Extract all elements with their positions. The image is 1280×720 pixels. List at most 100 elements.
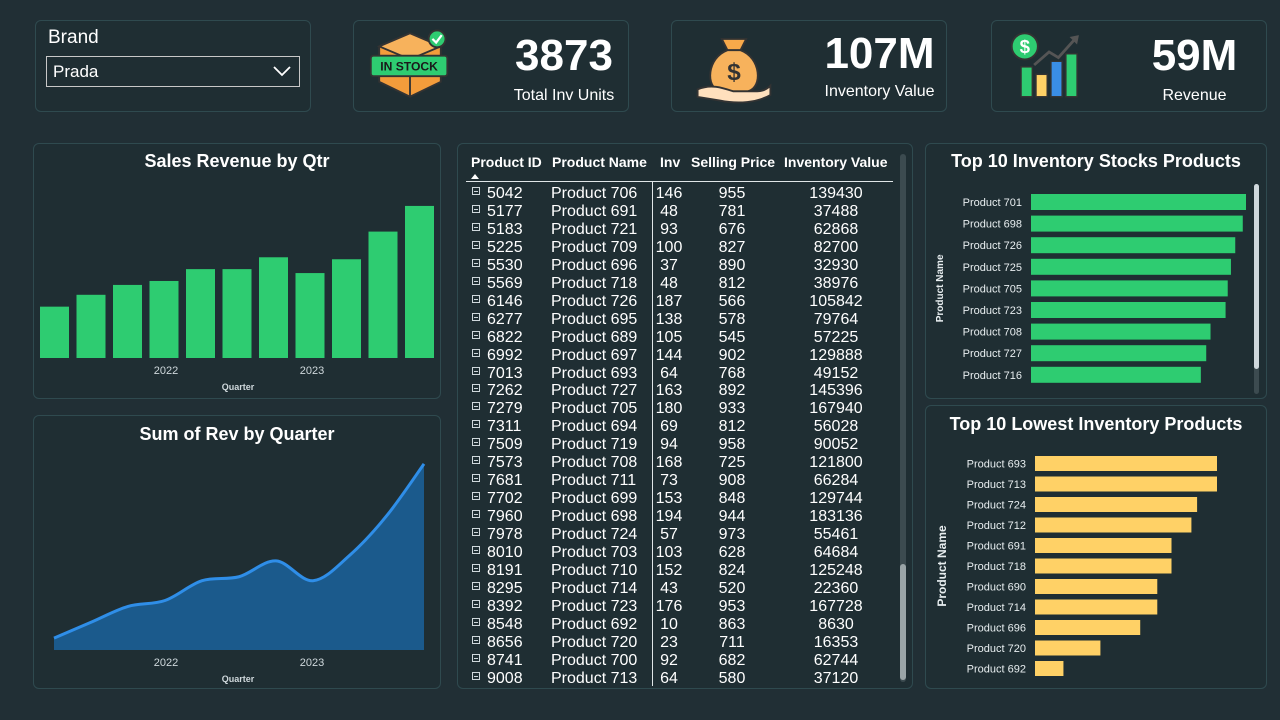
table-cell: 958	[718, 436, 746, 454]
table-row[interactable]: 7702 Product 699 153 848 129744	[458, 489, 898, 507]
table-cell: Product 693	[551, 364, 638, 382]
table-row[interactable]: 6992 Product 697 144 902 129888	[458, 346, 898, 364]
expand-collapse-icon[interactable]	[472, 474, 480, 483]
table-cell: 711	[719, 633, 745, 651]
table-scrollbar-thumb[interactable]	[900, 564, 906, 680]
category-label: Product 720	[967, 643, 1026, 655]
expand-collapse-icon[interactable]	[472, 204, 480, 213]
expand-collapse-icon[interactable]	[472, 653, 480, 662]
chart-title: Top 10 Inventory Stocks Products	[951, 151, 1241, 171]
bar	[1035, 476, 1217, 492]
table-cell: 6146	[487, 292, 523, 310]
kpi-value: 59M	[1151, 31, 1238, 80]
bar	[1035, 620, 1141, 635]
top-10-inventory-stocks-chart: Top 10 Inventory Stocks Products Product…	[925, 143, 1267, 399]
expand-collapse-icon[interactable]	[472, 366, 480, 375]
table-scrollbar[interactable]	[900, 154, 906, 682]
table-cell: Product 696	[551, 256, 638, 274]
expand-collapse-icon[interactable]	[472, 258, 480, 267]
column-header[interactable]: Inv	[660, 154, 681, 170]
bar	[1031, 302, 1226, 318]
table-row[interactable]: 7311 Product 694 69 812 56028	[458, 417, 898, 435]
expand-collapse-icon[interactable]	[472, 456, 480, 465]
column-header[interactable]: Inventory Value	[784, 154, 888, 170]
table-row[interactable]: 8656 Product 720 23 711 16353	[458, 633, 898, 651]
expand-collapse-icon[interactable]	[472, 635, 480, 644]
table-row[interactable]: 8010 Product 703 103 628 64684	[458, 543, 898, 561]
chart-scrollbar-thumb[interactable]	[1254, 184, 1259, 369]
table-row[interactable]: 9008 Product 713 64 580 37120	[458, 669, 898, 687]
expand-collapse-icon[interactable]	[472, 276, 480, 285]
table-cell: 902	[718, 346, 746, 364]
expand-collapse-icon[interactable]	[472, 510, 480, 519]
expand-collapse-icon[interactable]	[472, 240, 480, 249]
expand-collapse-icon[interactable]	[472, 546, 480, 554]
expand-collapse-icon[interactable]	[472, 528, 480, 537]
lowest-inventory-bar-plot: Product 693 Product 713 Product 724 Product…	[935, 456, 1217, 676]
expand-collapse-icon[interactable]	[472, 348, 480, 357]
table-row[interactable]: 7978 Product 724 57 973 55461	[458, 525, 898, 543]
table-cell: Product 709	[551, 238, 638, 256]
bar-chart-plot: 2022 2023 Quarter	[40, 205, 434, 392]
expand-collapse-icon[interactable]	[472, 438, 480, 447]
table-cell: 768	[718, 364, 746, 382]
column-header[interactable]: Product Name	[552, 154, 647, 170]
table-row[interactable]: 7509 Product 719 94 958 90052	[458, 435, 898, 453]
table-cell: 8295	[487, 579, 523, 597]
expand-collapse-icon[interactable]	[472, 222, 480, 231]
expand-collapse-icon[interactable]	[472, 312, 480, 321]
brand-dropdown[interactable]: Prada	[46, 56, 300, 87]
bar	[295, 273, 325, 358]
table-cell: Product 720	[551, 633, 638, 651]
table-row[interactable]: 6822 Product 689 105 545 57225	[458, 328, 898, 346]
table-row[interactable]: 8191 Product 710 152 824 125248	[458, 561, 898, 579]
table-cell: 7702	[487, 490, 523, 508]
table-row[interactable]: 5183 Product 721 93 676 62868	[458, 220, 898, 238]
expand-collapse-icon[interactable]	[472, 420, 480, 429]
table-row[interactable]: 5042 Product 706 146 955 139430	[458, 184, 898, 202]
expand-collapse-icon[interactable]	[472, 294, 480, 303]
table-row[interactable]: 7960 Product 698 194 944 183136	[458, 507, 898, 525]
table-row[interactable]: 5530 Product 696 37 890 32930	[458, 256, 898, 274]
bar	[1035, 661, 1064, 676]
column-header[interactable]: Product ID	[471, 154, 542, 170]
expand-collapse-icon[interactable]	[472, 563, 480, 572]
bar	[259, 257, 288, 358]
bar	[113, 284, 142, 358]
table-row[interactable]: 7279 Product 705 180 933 167940	[458, 399, 898, 417]
kpi-label: Revenue	[1162, 87, 1227, 104]
table-row[interactable]: 7573 Product 708 168 725 121800	[458, 453, 898, 471]
coin-dollar-sign: $	[1020, 36, 1031, 57]
column-header[interactable]: Selling Price	[691, 154, 776, 170]
bar	[1035, 558, 1172, 574]
table-cell: 812	[718, 274, 746, 292]
table-row[interactable]: 8392 Product 723 176 953 167728	[458, 597, 898, 615]
table-row[interactable]: 7013 Product 693 64 768 49152	[458, 364, 898, 382]
expand-collapse-icon[interactable]	[472, 187, 480, 195]
table-cell: 5177	[487, 202, 523, 220]
table-row[interactable]: 6277 Product 695 138 578 79764	[458, 310, 898, 328]
table-cell: 187	[655, 292, 683, 310]
table-row[interactable]: 6146 Product 726 187 566 105842	[458, 292, 898, 310]
table-cell: Product 727	[551, 382, 638, 400]
table-row[interactable]: 5177 Product 691 48 781 37488	[458, 202, 898, 220]
table-row[interactable]: 8548 Product 692 10 863 8630	[458, 615, 898, 633]
expand-collapse-icon[interactable]	[472, 492, 480, 501]
table-row[interactable]: 8295 Product 714 43 520 22360	[458, 579, 898, 597]
table-row[interactable]: 8741 Product 700 92 682 62744	[458, 651, 898, 669]
table-row[interactable]: 5569 Product 718 48 812 38976	[458, 274, 898, 292]
chart-scrollbar[interactable]	[1254, 184, 1259, 394]
table-cell: 676	[718, 220, 746, 238]
table-row[interactable]: 7262 Product 727 163 892 145396	[458, 381, 898, 399]
table-row[interactable]: 7681 Product 711 73 908 66284	[458, 471, 898, 489]
expand-collapse-icon[interactable]	[472, 581, 480, 590]
expand-collapse-icon[interactable]	[472, 330, 480, 339]
expand-collapse-icon[interactable]	[472, 384, 480, 393]
expand-collapse-icon[interactable]	[472, 599, 480, 608]
table-cell: 62744	[813, 651, 859, 669]
expand-collapse-icon[interactable]	[472, 671, 480, 680]
table-row[interactable]: 5225 Product 709 100 827 82700	[458, 238, 898, 256]
expand-collapse-icon[interactable]	[472, 402, 480, 411]
bar	[1031, 194, 1246, 210]
expand-collapse-icon[interactable]	[472, 617, 480, 626]
